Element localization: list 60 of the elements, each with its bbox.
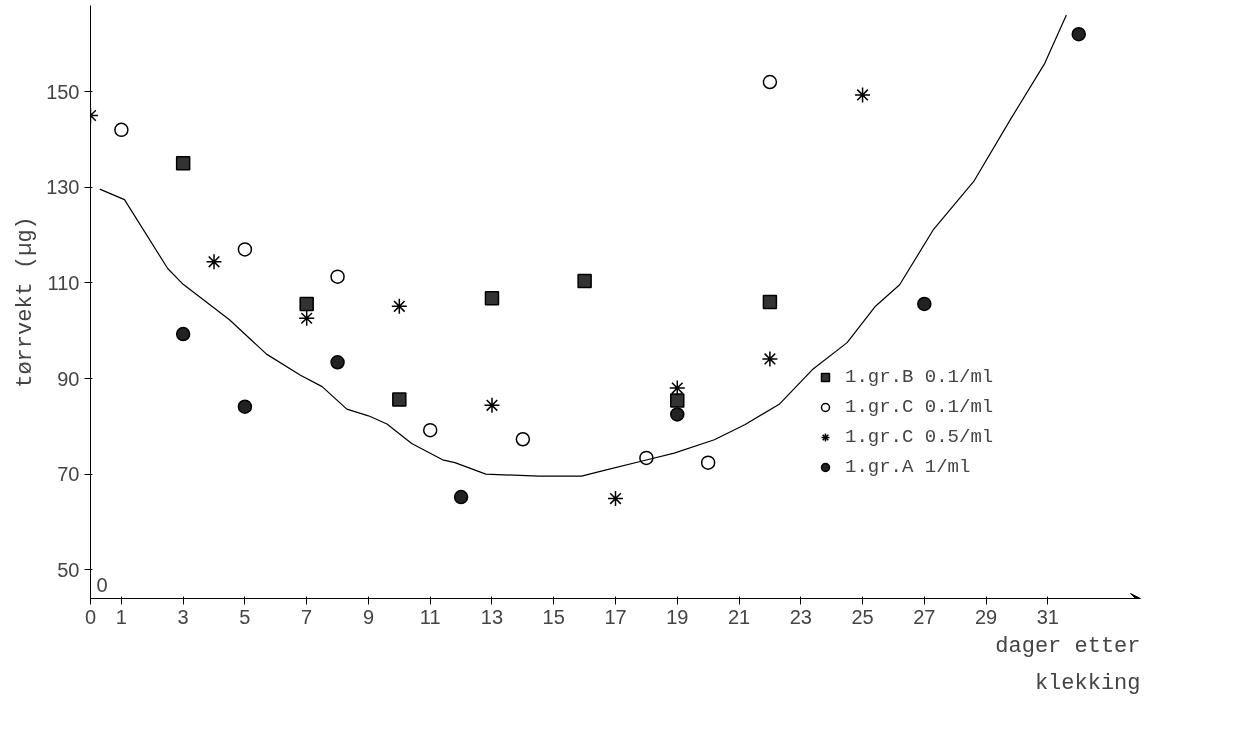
point <box>917 296 932 312</box>
x-tick-label: 5 <box>239 605 251 628</box>
legend-label: 1.gr.B 0.1/ml <box>845 366 994 388</box>
annotation: 0 <box>96 573 108 596</box>
point <box>484 290 500 306</box>
point <box>854 86 871 104</box>
point <box>330 355 345 370</box>
legend-label: 1.gr.A 1/ml <box>845 456 971 478</box>
point <box>1071 26 1086 42</box>
x-tick-label: 7 <box>301 605 313 628</box>
y-tick-label: 90 <box>57 367 80 390</box>
point <box>205 253 223 271</box>
x-tick-label: 15 <box>542 605 565 628</box>
y-tick-label: 130 <box>46 176 80 199</box>
x-tick-label: 1 <box>115 605 127 628</box>
line-series <box>99 14 1067 477</box>
x-tick-label: 25 <box>851 605 874 628</box>
point <box>577 273 592 289</box>
point <box>237 399 253 414</box>
point <box>761 350 779 368</box>
x-tick-label: 29 <box>974 605 998 628</box>
point <box>422 422 438 438</box>
point <box>670 407 685 422</box>
y-tick-label: 110 <box>47 271 80 294</box>
y-tick-label: 50 <box>57 558 80 581</box>
x-tick-label: 3 <box>177 605 189 628</box>
x-tick-label: 31 <box>1036 605 1059 628</box>
x-axis-title: dager etter klekking <box>995 633 1141 696</box>
x-tick-label: 13 <box>480 605 504 628</box>
x-tick-label: 19 <box>666 605 689 628</box>
point <box>515 432 531 447</box>
point <box>175 326 191 342</box>
x-tick-label: 27 <box>913 605 936 628</box>
point <box>175 156 191 171</box>
point <box>330 269 345 284</box>
x-tick-label: 11 <box>419 605 441 628</box>
point <box>607 490 624 507</box>
point <box>114 122 129 138</box>
point <box>670 393 685 408</box>
point <box>298 310 315 327</box>
point <box>762 294 778 310</box>
point <box>392 392 407 407</box>
point <box>237 242 253 257</box>
point <box>299 296 314 312</box>
point <box>762 74 778 90</box>
x-tick-label: 23 <box>789 605 812 628</box>
x-tick-label: 0 <box>84 605 97 628</box>
legend-label: 1.gr.C 0.5/ml <box>845 426 994 448</box>
point <box>453 489 469 505</box>
x-tick-label: 9 <box>362 605 374 628</box>
x-tick-label: 21 <box>727 605 751 628</box>
y-tick-label: 70 <box>57 463 80 486</box>
point <box>391 298 408 315</box>
legend-label: 1.gr.C 0.1/ml <box>845 396 994 418</box>
point <box>483 397 501 414</box>
point <box>669 379 686 397</box>
point <box>700 455 716 470</box>
x-tick-label: 17 <box>604 605 627 628</box>
y-axis-title: tørrvekt (µg) <box>13 216 39 388</box>
y-tick-label: 150 <box>46 80 80 103</box>
